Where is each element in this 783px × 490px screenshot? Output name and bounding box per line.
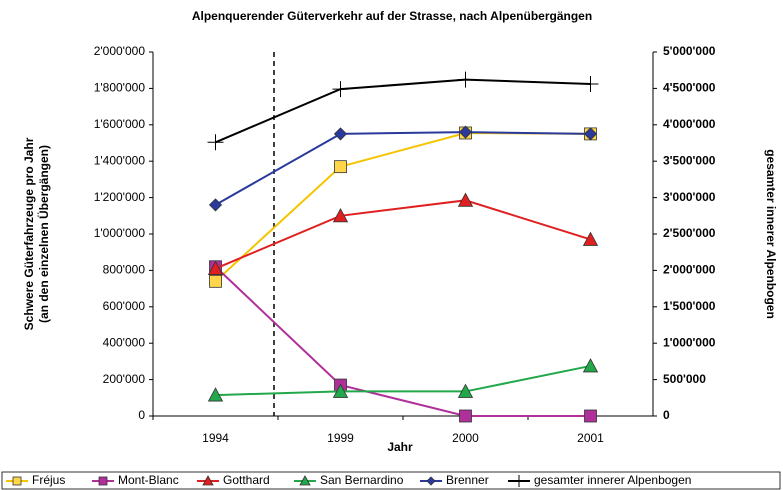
marker: [582, 76, 599, 93]
y-tick-label: 1'400'000: [94, 153, 146, 167]
y-tick-label: 0: [138, 408, 145, 422]
y-axis-title: Schwere Güterfahrzeuge pro Jahr: [22, 137, 36, 330]
y2-axis-title: gesamter innerer Alpenbogen: [764, 149, 778, 319]
legend-label: Fréjus: [32, 473, 65, 487]
legend-label: San Bernardino: [320, 473, 404, 487]
marker: [333, 127, 348, 141]
marker: [208, 198, 223, 212]
y2-tick-label: 1'000'000: [663, 335, 716, 349]
marker: [457, 383, 474, 398]
legend-label: Brenner: [446, 473, 489, 487]
marker: [457, 192, 474, 207]
y-tick-label: 1'000'000: [94, 226, 146, 240]
y-tick-label: 1'200'000: [94, 190, 146, 204]
y2-tick-label: 0: [663, 408, 670, 422]
marker: [426, 476, 436, 486]
y2-tick-label: 3'000'000: [663, 190, 716, 204]
marker: [459, 409, 472, 423]
y2-tick-label: 500'000: [663, 372, 706, 386]
y-tick-label: 200'000: [103, 372, 146, 386]
marker: [457, 71, 474, 88]
series-line: [215, 131, 591, 206]
y2-tick-label: 4'500'000: [663, 81, 716, 95]
x-tick-label: 1999: [327, 431, 354, 445]
legend-label: Mont-Blanc: [118, 473, 179, 487]
marker: [12, 476, 22, 486]
x-axis-title: Jahr: [387, 440, 413, 454]
y2-tick-label: 2'500'000: [663, 226, 716, 240]
marker: [209, 274, 222, 288]
marker: [207, 387, 224, 402]
marker: [299, 475, 311, 486]
marker: [582, 231, 599, 246]
marker: [583, 127, 598, 141]
legend-label: Gotthard: [223, 473, 270, 487]
marker: [202, 475, 214, 486]
legend-box: [1, 471, 781, 490]
legend-label: gesamter innerer Alpenbogen: [534, 473, 691, 487]
marker: [332, 383, 349, 398]
y-axis-title: (an den einzelnen Übergängen): [36, 145, 51, 323]
marker: [98, 476, 108, 486]
chart-title: Alpenquerender Güterverkehr auf der Stra…: [192, 9, 592, 23]
series-line: [215, 78, 591, 144]
y-tick-label: 600'000: [103, 299, 146, 313]
marker: [458, 125, 473, 139]
y-tick-label: 1'800'000: [94, 81, 146, 95]
y2-tick-label: 3'500'000: [663, 153, 716, 167]
y2-tick-label: 1'500'000: [663, 299, 716, 313]
marker: [584, 409, 597, 423]
y2-tick-label: 2'000'000: [663, 263, 716, 277]
marker: [332, 81, 349, 98]
marker: [513, 475, 525, 487]
marker: [207, 260, 224, 275]
y2-tick-label: 5'000'000: [663, 44, 716, 58]
x-tick-label: 2001: [577, 431, 604, 445]
y-tick-label: 800'000: [103, 263, 146, 277]
series-line: [215, 364, 591, 397]
marker: [332, 207, 349, 223]
series-line: [214, 266, 591, 417]
series-line: [215, 199, 591, 270]
marker: [334, 160, 347, 174]
y2-tick-label: 4'000'000: [663, 117, 716, 131]
y-tick-label: 400'000: [103, 335, 146, 349]
y-tick-label: 2'000'000: [94, 44, 146, 58]
x-tick-label: 1994: [202, 431, 229, 445]
y-tick-label: 1'600'000: [94, 117, 146, 131]
marker: [582, 358, 599, 373]
x-tick-label: 2000: [452, 431, 479, 445]
marker: [207, 134, 224, 151]
